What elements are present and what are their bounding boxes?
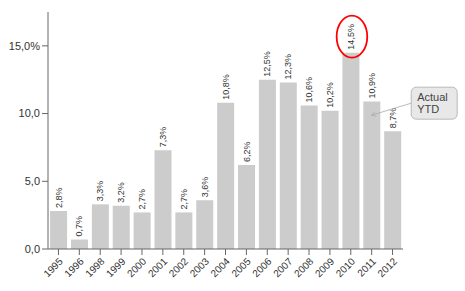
svg-text:12,3%: 12,3% bbox=[283, 54, 293, 80]
svg-text:2008: 2008 bbox=[292, 255, 316, 279]
svg-text:14,5%: 14,5% bbox=[346, 24, 356, 50]
svg-text:2012: 2012 bbox=[375, 255, 399, 279]
svg-text:10,2%: 10,2% bbox=[325, 82, 335, 108]
svg-text:6,2%: 6,2% bbox=[242, 142, 252, 163]
svg-text:10,9%: 10,9% bbox=[367, 73, 377, 99]
svg-text:1998: 1998 bbox=[83, 255, 107, 279]
svg-text:2005: 2005 bbox=[229, 255, 253, 279]
svg-text:5,0: 5,0 bbox=[25, 175, 40, 187]
svg-text:7,3%: 7,3% bbox=[158, 127, 168, 148]
svg-text:0,7%: 0,7% bbox=[74, 216, 84, 237]
svg-text:3,6%: 3,6% bbox=[200, 177, 210, 198]
svg-text:15,0%: 15,0% bbox=[9, 40, 40, 52]
svg-text:8,7%: 8,7% bbox=[388, 108, 398, 129]
svg-text:ActualYTD: ActualYTD bbox=[417, 91, 448, 115]
svg-text:2000: 2000 bbox=[125, 255, 149, 279]
svg-text:12,5%: 12,5% bbox=[262, 51, 272, 77]
svg-text:2003: 2003 bbox=[188, 255, 212, 279]
svg-text:1999: 1999 bbox=[104, 255, 128, 279]
svg-text:3,3%: 3,3% bbox=[95, 181, 105, 202]
svg-text:3,2%: 3,2% bbox=[116, 182, 126, 203]
svg-text:10,0: 10,0 bbox=[19, 107, 40, 119]
svg-text:2004: 2004 bbox=[208, 255, 232, 279]
svg-text:2006: 2006 bbox=[250, 255, 274, 279]
svg-text:2009: 2009 bbox=[313, 255, 337, 279]
svg-text:0,0: 0,0 bbox=[25, 243, 40, 255]
svg-text:2,7%: 2,7% bbox=[179, 189, 189, 210]
svg-text:2002: 2002 bbox=[167, 255, 191, 279]
svg-text:1995: 1995 bbox=[41, 255, 65, 279]
svg-text:1996: 1996 bbox=[62, 255, 86, 279]
svg-text:10,6%: 10,6% bbox=[304, 77, 314, 103]
svg-text:2,7%: 2,7% bbox=[137, 189, 147, 210]
svg-text:2001: 2001 bbox=[146, 255, 170, 279]
svg-text:2011: 2011 bbox=[355, 255, 378, 278]
svg-text:2,8%: 2,8% bbox=[54, 188, 64, 209]
svg-text:2007: 2007 bbox=[271, 255, 295, 279]
svg-text:10,8%: 10,8% bbox=[221, 74, 231, 100]
svg-text:2010: 2010 bbox=[334, 255, 358, 279]
